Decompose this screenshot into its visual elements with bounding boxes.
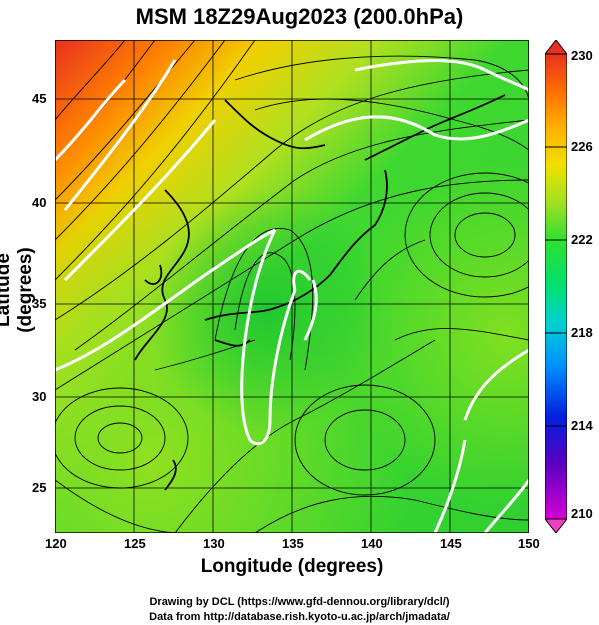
y-tick-25: 25 [32, 480, 47, 495]
colorbar-tick-210: 210 [571, 506, 593, 521]
colorbar-tick-226: 226 [571, 139, 593, 154]
y-tick-45: 45 [32, 91, 47, 106]
page-title: MSM 18Z29Aug2023 (200.0hPa) [135, 4, 464, 29]
x-tick-145: 145 [440, 536, 462, 551]
map-plot [55, 40, 529, 533]
coastlines [134, 94, 506, 491]
y-tick-30: 30 [32, 389, 47, 404]
x-tick-120: 120 [45, 536, 67, 551]
x-tick-140: 140 [361, 536, 383, 551]
data-credit: Data from http://database.rish.kyoto-u.a… [149, 611, 450, 623]
grid-lines [55, 40, 529, 533]
x-tick-135: 135 [282, 536, 304, 551]
x-axis-label: Longitude (degrees) [200, 556, 384, 577]
colorbar-tick-214: 214 [571, 418, 593, 433]
streamlines [55, 40, 529, 533]
drawing-credit: Drawing by DCL (https://www.gfd-dennou.o… [149, 596, 450, 608]
y-axis-label: Latitude (degrees) [0, 247, 36, 333]
colorbar-tick-222: 222 [571, 232, 593, 247]
colorbar-tick-230: 230 [571, 48, 593, 63]
y-tick-40: 40 [32, 195, 47, 210]
colorbar [545, 40, 567, 533]
colorbar-tick-218: 218 [571, 325, 593, 340]
y-tick-35: 35 [32, 296, 47, 311]
isotherm-contours [55, 59, 529, 533]
x-tick-130: 130 [203, 536, 225, 551]
x-tick-125: 125 [124, 536, 146, 551]
x-tick-150: 150 [518, 536, 540, 551]
